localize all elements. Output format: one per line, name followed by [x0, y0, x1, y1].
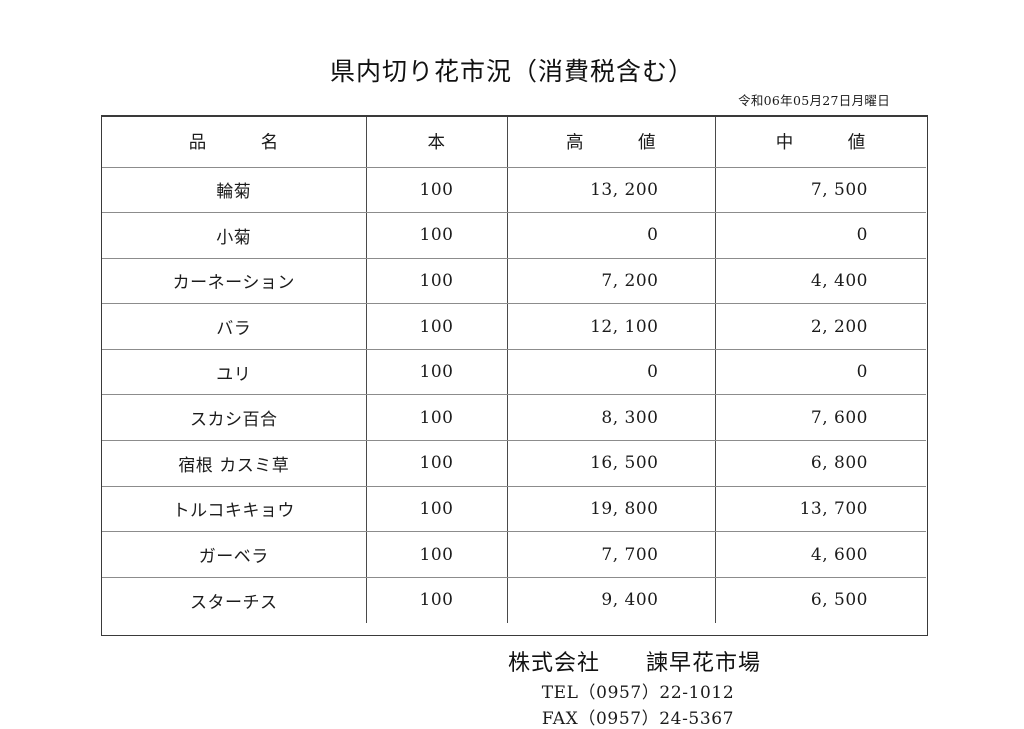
market-table-container: 品 名 本 高 値 中 値 輪菊 100 13, 200 7, 500 小菊 1…: [101, 115, 928, 636]
cell-high-price: 13, 200: [507, 167, 716, 214]
table-header-row: 品 名 本 高 値 中 値: [102, 117, 926, 168]
market-table: 品 名 本 高 値 中 値 輪菊 100 13, 200 7, 500 小菊 1…: [102, 117, 926, 623]
cell-quantity: 100: [366, 303, 508, 350]
document-date: 令和06年05月27日月曜日: [738, 93, 890, 108]
cell-quantity: 100: [366, 440, 508, 487]
table-row: 宿根 カスミ草 100 16, 500 6, 800: [102, 440, 926, 487]
cell-item-name: カーネーション: [102, 258, 367, 305]
table-row: ガーベラ 100 7, 700 4, 600: [102, 531, 926, 578]
cell-quantity: 100: [366, 167, 508, 214]
cell-quantity: 100: [366, 394, 508, 442]
cell-item-name: トルコキキョウ: [102, 486, 367, 533]
table-row: スターチス 100 9, 400 6, 500: [102, 577, 926, 623]
cell-item-name: スターチス: [102, 577, 367, 623]
column-header-high-price: 高 値: [507, 117, 716, 168]
cell-mid-price: 0: [715, 212, 926, 259]
cell-high-price: 7, 200: [507, 258, 716, 305]
cell-mid-price: 6, 500: [715, 577, 926, 623]
cell-mid-price: 13, 700: [715, 486, 926, 533]
table-row: 小菊 100 0 0: [102, 212, 926, 259]
cell-high-price: 19, 800: [507, 486, 716, 533]
table-row: スカシ百合 100 8, 300 7, 600: [102, 394, 926, 442]
cell-high-price: 12, 100: [507, 303, 716, 350]
table-header: 品 名 本 高 値 中 値: [102, 117, 926, 168]
footer-company-name: 株式会社 諫早花市場: [507, 651, 761, 676]
cell-high-price: 7, 700: [507, 531, 716, 578]
cell-high-price: 9, 400: [507, 577, 716, 623]
footer-fax: FAX（0957）24-5367: [541, 709, 735, 729]
cell-quantity: 100: [366, 258, 508, 305]
table-row: ユリ 100 0 0: [102, 349, 926, 396]
cell-quantity: 100: [366, 577, 508, 623]
table-row: トルコキキョウ 100 19, 800 13, 700: [102, 486, 926, 533]
table-row: 輪菊 100 13, 200 7, 500: [102, 167, 926, 214]
column-header-mid-price: 中 値: [715, 117, 926, 168]
cell-mid-price: 7, 600: [715, 394, 926, 442]
cell-high-price: 0: [507, 212, 716, 259]
cell-item-name: バラ: [102, 303, 367, 350]
table-body: 輪菊 100 13, 200 7, 500 小菊 100 0 0 カーネーション…: [102, 167, 926, 623]
cell-quantity: 100: [366, 349, 508, 396]
cell-mid-price: 4, 400: [715, 258, 926, 305]
cell-high-price: 0: [507, 349, 716, 396]
footer-telephone: TEL（0957）22-1012: [541, 683, 735, 703]
column-header-quantity: 本: [366, 117, 508, 168]
cell-mid-price: 2, 200: [715, 303, 926, 350]
table-row: バラ 100 12, 100 2, 200: [102, 303, 926, 350]
cell-item-name: 小菊: [102, 212, 367, 259]
cell-mid-price: 6, 800: [715, 440, 926, 487]
cell-item-name: ガーベラ: [102, 531, 367, 578]
cell-quantity: 100: [366, 486, 508, 533]
cell-item-name: スカシ百合: [102, 394, 367, 442]
cell-quantity: 100: [366, 212, 508, 259]
cell-high-price: 16, 500: [507, 440, 716, 487]
column-header-item-name: 品 名: [102, 117, 367, 168]
document-footer: 株式会社 諫早花市場 TEL（0957）22-1012 FAX（0957）24-…: [0, 645, 1024, 729]
cell-quantity: 100: [366, 531, 508, 578]
cell-mid-price: 0: [715, 349, 926, 396]
table-row: カーネーション 100 7, 200 4, 400: [102, 258, 926, 305]
cell-mid-price: 7, 500: [715, 167, 926, 214]
cell-mid-price: 4, 600: [715, 531, 926, 578]
cell-item-name: 輪菊: [102, 167, 367, 214]
cell-item-name: ユリ: [102, 349, 367, 396]
cell-high-price: 8, 300: [507, 394, 716, 442]
cell-item-name: 宿根 カスミ草: [102, 440, 367, 487]
page-title: 県内切り花市況（消費税含む）: [329, 57, 694, 86]
